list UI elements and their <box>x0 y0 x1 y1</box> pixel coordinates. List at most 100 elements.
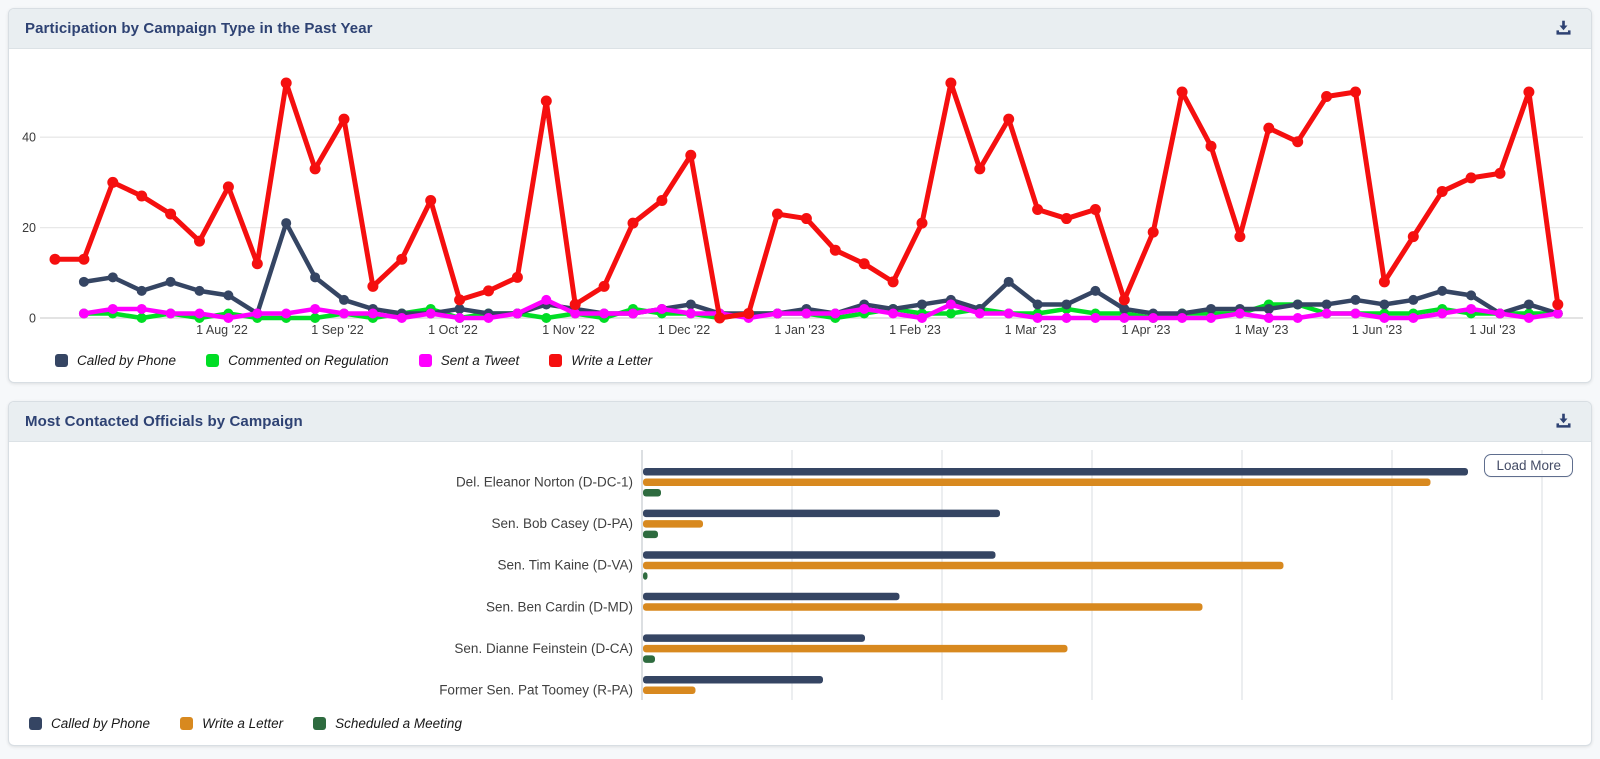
series-point <box>136 303 147 314</box>
series-point <box>1205 140 1217 152</box>
bar <box>643 468 1468 476</box>
series-point <box>1206 313 1216 323</box>
legend-label: Called by Phone <box>77 352 177 368</box>
series-point <box>309 163 321 175</box>
series-point <box>1177 313 1188 323</box>
series-point <box>685 308 696 319</box>
series-point <box>974 308 985 319</box>
bar <box>643 592 900 601</box>
series-point <box>1523 313 1534 323</box>
series-point <box>627 217 639 229</box>
bar <box>643 655 655 663</box>
x-tick-label: 1 Aug '22 <box>196 323 248 337</box>
series-point <box>685 149 697 161</box>
series-point <box>1436 185 1448 197</box>
series-point <box>945 308 956 319</box>
x-tick-label: 1 Sep '22 <box>311 323 363 337</box>
series-point <box>1437 285 1448 296</box>
series-point <box>251 258 263 270</box>
series-point <box>367 280 379 292</box>
series-point <box>714 312 726 324</box>
legend-label: Called by Phone <box>51 715 151 731</box>
series-point <box>511 271 523 283</box>
series-point <box>1176 86 1188 98</box>
series-point <box>656 194 668 206</box>
officials-bar-chart: Del. Eleanor Norton (D-DC-1) Sen. Bob Cas… <box>439 450 1543 700</box>
bar <box>643 520 703 528</box>
series-point <box>136 285 147 296</box>
series-point <box>223 313 234 323</box>
series-point <box>136 190 148 202</box>
series-point <box>859 303 870 314</box>
legend-label: Write a Letter <box>202 715 284 731</box>
bar <box>643 551 996 559</box>
series-point <box>1206 303 1216 314</box>
series-point <box>656 303 667 314</box>
series-point <box>454 294 466 306</box>
series-point <box>1234 308 1245 319</box>
bar <box>643 644 1068 653</box>
series-point <box>1379 313 1390 323</box>
x-tick-label: 1 Feb '23 <box>889 323 941 337</box>
series-point <box>1378 276 1390 288</box>
series-point <box>1061 313 1072 323</box>
series-point <box>78 253 90 265</box>
series-point <box>136 313 147 323</box>
series-point <box>1032 313 1043 323</box>
series-point <box>800 213 812 225</box>
legend-swatch <box>55 353 68 367</box>
download-chart-button[interactable] <box>1552 410 1575 433</box>
series-point <box>888 308 899 319</box>
series-point <box>107 303 118 314</box>
series-point <box>1552 298 1564 310</box>
series-point <box>49 253 61 265</box>
series-point <box>425 308 436 319</box>
bar <box>643 686 696 694</box>
series-point <box>628 308 638 319</box>
series-point <box>310 313 321 323</box>
category-label: Former Sen. Pat Toomey (R-PA) <box>439 683 633 698</box>
officials-legend: Called by Phone Write a Letter Scheduled a… <box>29 711 1591 735</box>
series-point <box>512 308 523 319</box>
series-point <box>772 208 783 220</box>
series-point <box>1148 313 1159 323</box>
legend-swatch <box>549 353 563 367</box>
series-point <box>1466 303 1477 314</box>
series-point <box>396 313 407 323</box>
series-point <box>829 244 841 256</box>
participation-panel-title: Participation by Campaign Type in the Pa… <box>25 20 373 37</box>
x-tick-label: 1 May '23 <box>1235 323 1289 337</box>
series-point <box>917 313 927 323</box>
series-point <box>569 298 581 310</box>
download-chart-button[interactable] <box>1552 17 1575 40</box>
series-point <box>1003 113 1015 125</box>
x-tick-label: 1 Oct '22 <box>428 323 478 337</box>
participation-line-chart: 0 20 40 1 Aug '22 1 Sep '22 1 Oct '22 1 Nov '2… <box>22 77 1583 337</box>
legend-swatch <box>418 353 432 367</box>
x-tick-label: 1 Jan '23 <box>774 323 824 337</box>
load-more-button[interactable]: Load More <box>1484 454 1573 477</box>
legend-item: Scheduled a Meeting <box>313 716 462 731</box>
series-line-2 <box>81 297 1561 321</box>
series-point <box>78 308 89 319</box>
series-point <box>1003 276 1014 287</box>
series-point <box>598 280 610 292</box>
series-point <box>801 308 812 319</box>
series-point <box>222 181 234 193</box>
x-tick-label: 1 Mar '23 <box>1005 323 1057 337</box>
series-point <box>1119 313 1130 323</box>
bar <box>643 676 823 684</box>
series-point <box>1061 213 1072 225</box>
legend-item: Write a Letter <box>180 716 283 731</box>
y-tick-label: 40 <box>22 131 36 145</box>
legend-swatch <box>180 716 194 730</box>
series-point <box>772 308 783 319</box>
series-point <box>1118 294 1130 306</box>
series-point <box>916 217 928 229</box>
series-line-1 <box>81 302 1561 321</box>
bar <box>643 634 865 642</box>
series-line-0 <box>81 220 1561 316</box>
series-point <box>858 258 870 270</box>
series-point <box>425 194 437 206</box>
series-point <box>281 308 292 319</box>
